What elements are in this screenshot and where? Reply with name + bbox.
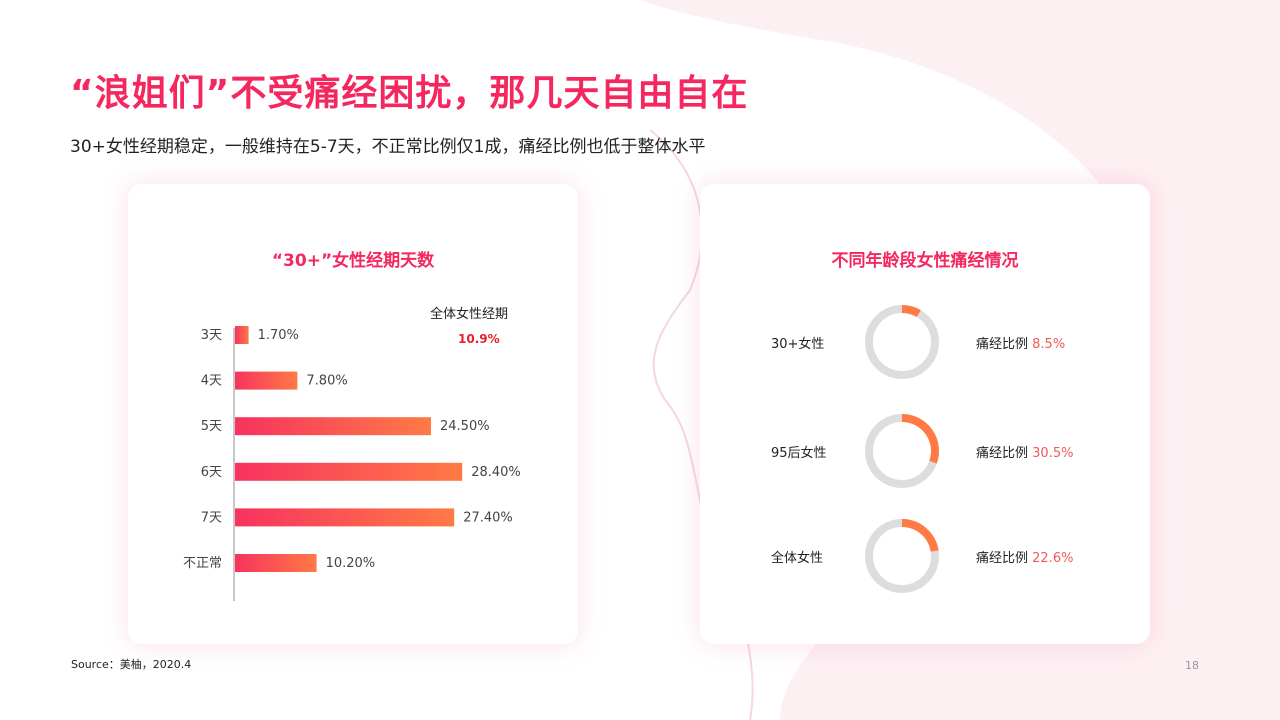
bar [235,508,455,527]
donut-rate-value: 8.5% [1032,337,1066,352]
bar-value-label: 28.40% [471,465,521,480]
donut-value-arc [901,414,939,464]
bar-category-label: 不正常 [183,556,222,571]
bar-value-label: 10.20% [326,556,376,571]
bar-value-label: 1.70% [258,328,299,343]
bar-value-label: 27.40% [463,510,513,525]
donut-rate-value: 22.6% [1032,551,1074,566]
period-days-card: “30+”女性经期天数 全体女性经期 10.9% 3天 1.70% 4天 7.80% 5… [128,184,578,644]
donut-rate: 痛经比例 8.5% [976,333,1065,352]
bar [235,371,298,390]
donut-chart-all-women [865,519,939,593]
donut-row-all-women: 全体女性 痛经比例 22.6% [700,516,1150,596]
donut-rate: 痛经比例 22.6% [976,547,1073,566]
donut-rate-value: 30.5% [1032,446,1074,461]
donut-chart-title: 不同年龄段女性痛经情况 [831,251,1019,271]
bar [235,462,463,481]
donut-row-30plus: 30+女性 痛经比例 8.5% [700,302,1150,382]
donut-rate-label: 痛经比例 [976,337,1029,352]
overall-period-label: 全体女性经期 [430,307,509,322]
page-number: 18 [1185,659,1199,672]
donut-rate-label: 痛经比例 [976,551,1029,566]
bar-value-label: 24.50% [440,419,490,434]
period-days-bar-chart: 3天 1.70% 4天 7.80% 5天 24.50% 6天 28.40% 7天 27.40% 不正… [183,326,521,601]
bar-category-label: 6天 [201,465,222,480]
bar-category-label: 3天 [201,328,222,343]
donut-group-label: 全体女性 [771,551,824,566]
bar-category-label: 4天 [201,374,222,389]
page-subtitle: 30+女性经期稳定，一般维持在5-7天，不正常比例仅1成，痛经比例也低于整体水平 [70,137,706,157]
bar-category-label: 7天 [201,510,222,525]
donut-chart-95s [865,414,939,488]
dysmenorrhea-card: 不同年龄段女性痛经情况 30+女性 痛经比例 8.5% 95后女性 痛经比例 3… [700,184,1150,644]
bar [235,417,431,436]
bar-value-label: 7.80% [306,374,347,389]
overall-period-value: 10.9% [458,332,500,346]
donut-row-95s: 95后女性 痛经比例 30.5% [700,411,1150,491]
donut-group-label: 95后女性 [771,446,827,461]
donut-chart-30plus [865,305,939,379]
donut-group-label: 30+女性 [771,337,825,352]
bar-category-label: 5天 [201,419,222,434]
donut-rate: 痛经比例 30.5% [976,442,1073,461]
donut-rate-label: 痛经比例 [976,446,1029,461]
donut-value-arc [901,519,939,552]
donut-value-arc [901,305,921,318]
source-note: Source：美柚，2020.4 [71,658,192,671]
bar [235,554,317,572]
donut-track [865,305,939,379]
page-title: “浪姐们”不受痛经困扰，那几天自由自在 [70,73,749,114]
bar [235,326,249,344]
bar-chart-title: “30+”女性经期天数 [271,251,435,271]
